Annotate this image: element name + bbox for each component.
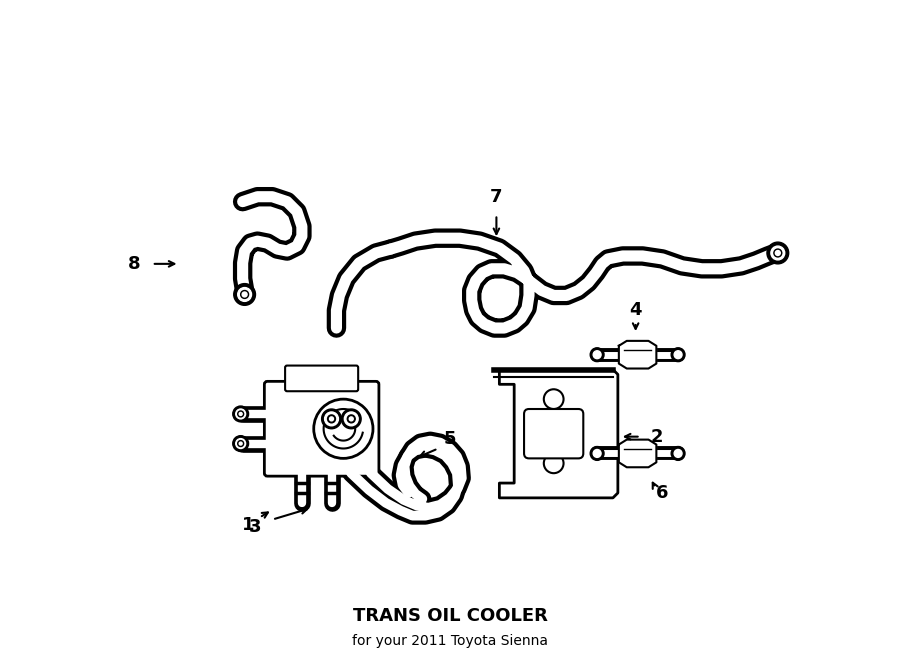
Circle shape: [593, 449, 601, 457]
Circle shape: [590, 348, 604, 361]
Circle shape: [329, 417, 334, 421]
Circle shape: [325, 412, 338, 426]
Text: for your 2011 Toyota Sienna: for your 2011 Toyota Sienna: [352, 634, 548, 648]
Circle shape: [242, 292, 248, 297]
FancyBboxPatch shape: [265, 381, 379, 476]
Circle shape: [771, 246, 785, 260]
Circle shape: [236, 409, 246, 419]
Circle shape: [767, 242, 788, 264]
Polygon shape: [619, 440, 656, 467]
Text: 2: 2: [651, 428, 663, 446]
Text: 3: 3: [249, 518, 262, 536]
Circle shape: [671, 447, 685, 460]
Circle shape: [349, 417, 353, 421]
Text: 5: 5: [444, 430, 456, 448]
Circle shape: [774, 249, 782, 257]
Circle shape: [314, 399, 373, 458]
Circle shape: [236, 439, 246, 448]
Circle shape: [238, 441, 244, 447]
Circle shape: [240, 291, 248, 299]
Circle shape: [238, 411, 244, 417]
Text: 1: 1: [242, 516, 255, 534]
FancyBboxPatch shape: [285, 365, 358, 391]
Text: 8: 8: [128, 255, 140, 273]
Text: 4: 4: [629, 301, 642, 319]
Circle shape: [593, 351, 601, 359]
Circle shape: [341, 409, 361, 429]
Polygon shape: [500, 369, 618, 498]
Circle shape: [345, 412, 358, 426]
Text: 7: 7: [491, 188, 503, 206]
FancyBboxPatch shape: [524, 409, 583, 458]
Circle shape: [234, 283, 256, 305]
Circle shape: [238, 287, 251, 301]
Circle shape: [671, 348, 685, 361]
Circle shape: [321, 409, 341, 429]
Circle shape: [776, 250, 780, 256]
Circle shape: [590, 447, 604, 460]
Text: 6: 6: [656, 484, 669, 502]
Circle shape: [233, 406, 248, 422]
Circle shape: [239, 442, 242, 445]
Circle shape: [328, 415, 336, 423]
Circle shape: [674, 351, 682, 359]
Circle shape: [347, 415, 356, 423]
Circle shape: [674, 449, 682, 457]
Circle shape: [239, 412, 242, 416]
Polygon shape: [619, 341, 656, 369]
Text: TRANS OIL COOLER: TRANS OIL COOLER: [353, 607, 547, 626]
Circle shape: [233, 436, 248, 451]
